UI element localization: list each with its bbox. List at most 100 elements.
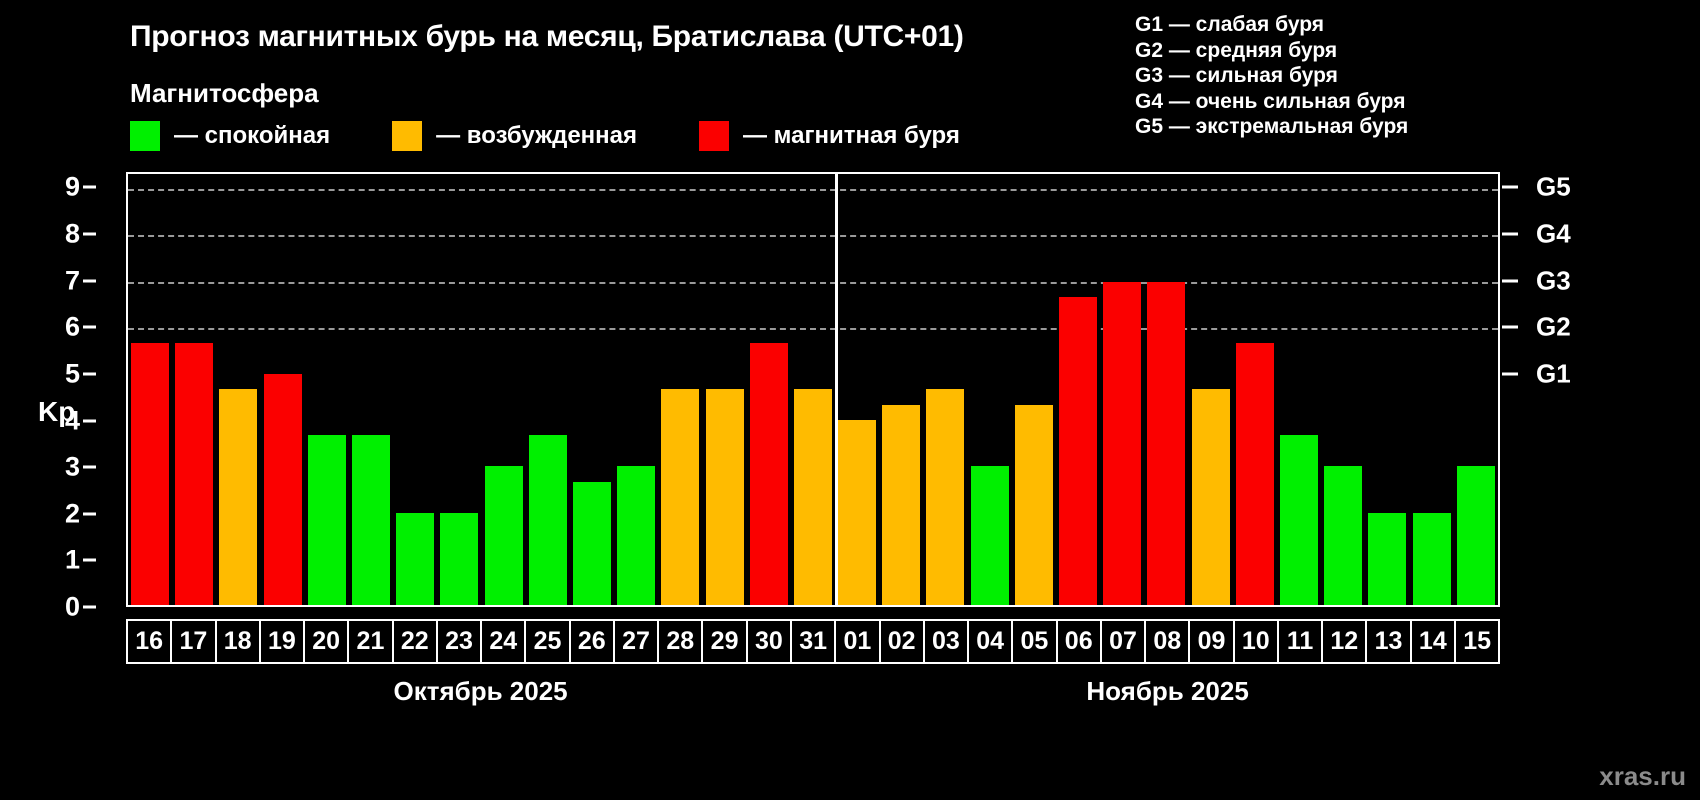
day-label-28[interactable]: 28 [659,621,704,662]
bar-slot-day-18[interactable] [216,174,260,605]
bar-day-31[interactable] [793,389,832,605]
bar-slot-day-22[interactable] [393,174,437,605]
bar-day-21[interactable] [352,435,391,605]
bar-day-06[interactable] [1059,296,1098,605]
day-label-22[interactable]: 22 [394,621,438,662]
bar-slot-day-10[interactable] [1233,174,1277,605]
bar-day-11[interactable] [1279,435,1318,605]
day-label-15[interactable]: 15 [1456,621,1501,662]
day-label-04[interactable]: 04 [969,621,1014,662]
bar-day-02[interactable] [882,404,921,605]
bar-day-03[interactable] [926,389,965,605]
day-label-08[interactable]: 08 [1146,621,1191,662]
bar-slot-day-27[interactable] [614,174,658,605]
bar-day-04[interactable] [970,466,1009,605]
day-label-19[interactable]: 19 [261,621,306,662]
day-label-24[interactable]: 24 [482,621,527,662]
day-label-01[interactable]: 01 [836,621,881,662]
day-label-02[interactable]: 02 [881,621,925,662]
day-label-09[interactable]: 09 [1190,621,1235,662]
day-label-20[interactable]: 20 [305,621,350,662]
bar-slot-day-26[interactable] [570,174,614,605]
day-label-03[interactable]: 03 [925,621,970,662]
day-label-29[interactable]: 29 [703,621,748,662]
bar-slot-day-12[interactable] [1321,174,1365,605]
bar-day-22[interactable] [396,512,435,605]
bar-series [128,174,1498,605]
bar-day-12[interactable] [1324,466,1363,605]
bar-slot-day-02[interactable] [879,174,923,605]
bar-day-29[interactable] [705,389,744,605]
bar-slot-day-29[interactable] [702,174,746,605]
day-label-23[interactable]: 23 [438,621,483,662]
bar-slot-day-04[interactable] [968,174,1012,605]
bar-day-27[interactable] [617,466,656,605]
bar-day-17[interactable] [175,343,214,605]
y-tick-mark-6 [83,325,96,329]
day-label-10[interactable]: 10 [1235,621,1279,662]
bar-day-28[interactable] [661,389,700,605]
bar-slot-day-05[interactable] [1012,174,1056,605]
day-label-27[interactable]: 27 [615,621,660,662]
bar-slot-day-20[interactable] [305,174,349,605]
bar-slot-day-19[interactable] [261,174,305,605]
day-label-14[interactable]: 14 [1412,621,1456,662]
bar-slot-day-07[interactable] [1100,174,1144,605]
bar-slot-day-09[interactable] [1189,174,1233,605]
bar-day-23[interactable] [440,512,479,605]
bar-slot-day-03[interactable] [923,174,967,605]
bar-day-09[interactable] [1191,389,1230,605]
day-label-12[interactable]: 12 [1323,621,1368,662]
y-tick-mark-9 [83,185,96,189]
bar-day-18[interactable] [219,389,258,605]
day-label-25[interactable]: 25 [526,621,571,662]
day-label-30[interactable]: 30 [748,621,792,662]
bar-day-30[interactable] [749,343,788,605]
bar-slot-day-15[interactable] [1454,174,1498,605]
bar-slot-day-06[interactable] [1056,174,1100,605]
bar-day-25[interactable] [528,435,567,605]
bar-day-05[interactable] [1014,404,1053,605]
day-label-07[interactable]: 07 [1102,621,1147,662]
bar-day-20[interactable] [307,435,346,605]
bar-slot-day-13[interactable] [1365,174,1409,605]
bar-slot-day-08[interactable] [1144,174,1188,605]
day-label-18[interactable]: 18 [217,621,261,662]
bar-day-07[interactable] [1103,281,1142,605]
bar-day-01[interactable] [838,420,877,605]
bar-day-16[interactable] [131,343,170,605]
bar-slot-day-17[interactable] [172,174,216,605]
day-label-21[interactable]: 21 [349,621,394,662]
day-label-17[interactable]: 17 [172,621,217,662]
y-tick-mark-3 [83,465,96,469]
bar-slot-day-21[interactable] [349,174,393,605]
day-label-16[interactable]: 16 [128,621,173,662]
bar-slot-day-31[interactable] [791,174,835,605]
bar-day-10[interactable] [1235,343,1274,605]
bar-slot-day-11[interactable] [1277,174,1321,605]
day-label-31[interactable]: 31 [792,621,837,662]
plot-frame [126,172,1500,607]
bar-day-15[interactable] [1456,466,1495,605]
bar-slot-day-01[interactable] [835,174,879,605]
day-label-05[interactable]: 05 [1013,621,1058,662]
bar-slot-day-25[interactable] [526,174,570,605]
bar-day-14[interactable] [1412,512,1451,605]
bar-day-13[interactable] [1368,512,1407,605]
day-label-11[interactable]: 11 [1279,621,1324,662]
bar-slot-day-24[interactable] [482,174,526,605]
bar-day-08[interactable] [1147,281,1186,605]
bar-slot-day-16[interactable] [128,174,172,605]
bar-slot-day-23[interactable] [437,174,481,605]
bar-day-19[interactable] [263,374,302,605]
day-label-13[interactable]: 13 [1367,621,1412,662]
g-scale-row-g3: G3 — сильная буря [1135,64,1338,87]
bar-slot-day-28[interactable] [658,174,702,605]
bar-day-26[interactable] [572,481,611,605]
day-label-06[interactable]: 06 [1058,621,1102,662]
bar-day-24[interactable] [484,466,523,605]
day-label-26[interactable]: 26 [571,621,615,662]
bar-slot-day-14[interactable] [1409,174,1453,605]
bar-slot-day-30[interactable] [747,174,791,605]
